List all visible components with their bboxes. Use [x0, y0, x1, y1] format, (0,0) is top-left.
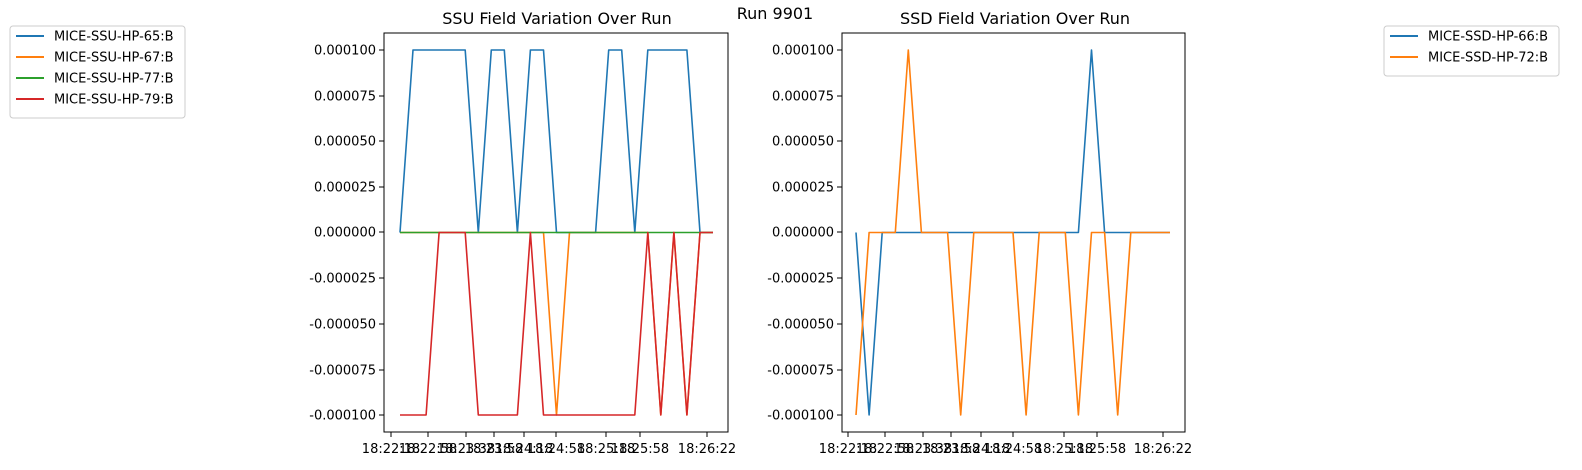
ssu-series-line-4 [400, 231, 713, 416]
ssd-y-tick-label: -0.000075 [767, 364, 834, 379]
ssu-legend-label: MICE-SSU-HP-67:B [54, 51, 174, 66]
ssd-y-tick-label: 0.000000 [772, 226, 834, 241]
ssu-x-tick-label: 18:25:58 [611, 442, 669, 457]
ssu-series-line-2 [400, 231, 713, 416]
ssd-chart-panel: SSD Field Variation Over Run -0.000100 -0… [767, 9, 1192, 457]
ssd-x-tick-label: 18:24:18 [952, 442, 1010, 457]
ssu-y-tick-label: 0.000000 [314, 226, 376, 241]
ssu-y-tick-label: 0.000025 [314, 181, 376, 196]
ssu-y-tick-label: -0.000100 [309, 409, 376, 424]
ssd-y-tick-label: -0.000100 [767, 409, 834, 424]
ssd-legend-label: MICE-SSD-HP-66:B [1428, 30, 1548, 45]
ssd-x-tick-label: 18:22:58 [856, 442, 914, 457]
ssd-y-tick-label: 0.000050 [772, 135, 834, 150]
ssu-x-tick-label: 18:22:58 [399, 442, 457, 457]
ssd-x-tick-label: 18:22:18 [819, 442, 877, 457]
ssd-x-tick-label: 18:25:18 [1035, 442, 1093, 457]
ssd-plot-frame [841, 32, 1186, 433]
ssd-y-tick-label: 0.000025 [772, 181, 834, 196]
ssu-x-tick-label: 18:24:18 [495, 442, 553, 457]
ssu-plot-frame [383, 32, 729, 433]
ssd-y-tick-label: 0.000100 [772, 44, 834, 59]
ssu-y-tick-label: -0.000025 [309, 272, 376, 287]
ssu-series-line-1 [399, 49, 713, 234]
ssd-legend-label: MICE-SSD-HP-72:B [1428, 51, 1548, 66]
ssu-x-tick-label: 18:23:58 [465, 442, 523, 457]
ssd-x-tick-label: 18:23:38 [894, 442, 952, 457]
ssu-y-tick-label: -0.000075 [309, 364, 376, 379]
ssu-legend-box [9, 25, 186, 119]
ssu-y-tick-label: 0.000050 [314, 135, 376, 150]
ssu-x-tick-label: 18:22:18 [362, 442, 420, 457]
ssu-legend-label: MICE-SSU-HP-77:B [54, 72, 174, 87]
figure-suptitle: Run 9901 [737, 4, 813, 23]
ssu-x-tick-label: 18:23:38 [437, 442, 495, 457]
ssd-x-tick-label: 18:23:58 [922, 442, 980, 457]
ssd-chart-title: SSD Field Variation Over Run [900, 9, 1130, 28]
ssu-x-tick-label: 18:25:18 [577, 442, 635, 457]
ssd-legend: MICE-SSD-HP-66:B MICE-SSD-HP-72:B [1383, 25, 1560, 77]
ssu-legend-label: MICE-SSU-HP-65:B [54, 30, 174, 45]
ssu-y-tick-label: -0.000050 [309, 318, 376, 333]
ssd-legend-box [1383, 25, 1560, 77]
ssd-series-line-2 [855, 49, 1170, 416]
ssd-y-tick-label: 0.000075 [772, 90, 834, 105]
ssu-y-tick-label: 0.000075 [314, 90, 376, 105]
ssu-chart-panel: SSU Field Variation Over Run -0.000100 -0… [309, 9, 736, 457]
ssu-y-tick-label: 0.000100 [314, 44, 376, 59]
ssd-y-tick-label: -0.000050 [767, 318, 834, 333]
ssd-x-tick-label: 18:26:22 [1134, 442, 1192, 457]
ssu-x-tick-label: 18:24:58 [527, 442, 585, 457]
ssd-x-tick-label: 18:24:58 [984, 442, 1042, 457]
ssd-y-tick-label: -0.000025 [767, 272, 834, 287]
ssu-x-tick-label: 18:26:22 [678, 442, 736, 457]
ssu-chart-title: SSU Field Variation Over Run [442, 9, 671, 28]
ssd-x-tick-label: 18:25:58 [1068, 442, 1126, 457]
ssu-legend-label: MICE-SSU-HP-79:B [54, 93, 174, 108]
ssu-legend: MICE-SSU-HP-65:B MICE-SSU-HP-67:B MICE-SSU… [9, 25, 186, 119]
